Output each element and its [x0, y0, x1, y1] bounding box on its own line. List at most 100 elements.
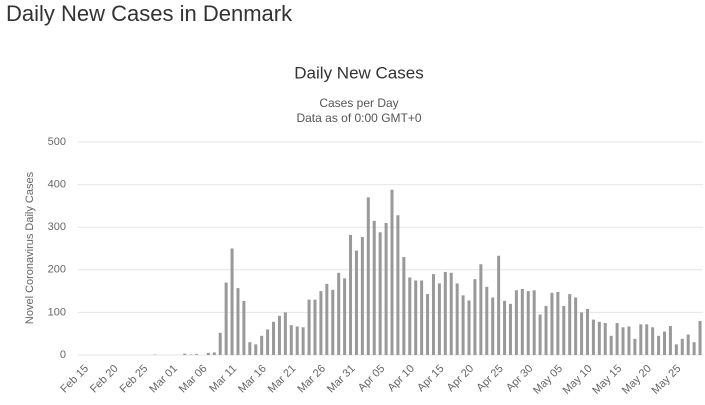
bar [645, 324, 649, 355]
bar [455, 283, 459, 355]
bar [485, 286, 489, 355]
bar [390, 189, 394, 355]
bar [402, 257, 406, 355]
bar [414, 280, 418, 355]
bar [497, 255, 501, 355]
bar [183, 353, 187, 355]
bar [609, 335, 613, 355]
bar [212, 352, 216, 355]
x-tick-label: Apr 20 [445, 363, 476, 394]
x-tick-label: Apr 15 [415, 363, 446, 394]
bar [224, 282, 228, 355]
bar [384, 222, 388, 355]
bar [449, 272, 453, 355]
bar [674, 344, 678, 355]
bar [230, 248, 234, 355]
x-tick-label: May 20 [620, 363, 654, 397]
x-tick-label: Mar 11 [207, 363, 239, 395]
bar [254, 344, 258, 355]
bar [319, 291, 323, 355]
bar [431, 274, 435, 355]
bar [508, 303, 512, 355]
chart-subtitle: Data as of 0:00 GMT+0 [296, 111, 421, 125]
bar [283, 312, 287, 355]
bar [372, 220, 376, 355]
bar [686, 334, 690, 355]
bar [479, 264, 483, 355]
bar [544, 306, 548, 355]
bar [597, 321, 601, 355]
bar [503, 300, 507, 355]
bar [491, 297, 495, 355]
x-tick-label: Mar 31 [325, 363, 358, 396]
bar [366, 197, 370, 355]
bar [360, 236, 364, 355]
bar [437, 283, 441, 355]
page-title: Daily New Cases in Denmark [6, 1, 293, 26]
bar [354, 250, 358, 355]
y-tick-label: 500 [48, 136, 66, 148]
bar [396, 215, 400, 355]
x-tick-label: Apr 30 [504, 363, 535, 394]
bar [337, 272, 341, 355]
bar [349, 234, 353, 355]
bar [580, 312, 584, 355]
bar [443, 271, 447, 355]
x-tick-label: Apr 25 [474, 363, 505, 394]
bar [520, 288, 524, 355]
y-tick-label: 0 [60, 349, 66, 361]
bar [514, 290, 518, 355]
x-tick-label: Apr 05 [356, 363, 387, 394]
x-tick-label: May 15 [590, 363, 624, 397]
bar [603, 323, 607, 355]
y-tick-label: 200 [48, 264, 66, 276]
y-tick-label: 400 [48, 179, 66, 191]
bar [408, 277, 412, 355]
bar [218, 332, 222, 355]
bar [325, 283, 329, 355]
bar [692, 342, 696, 355]
bar [331, 289, 335, 355]
bar [289, 325, 293, 355]
chart-subtitle: Cases per Day [319, 96, 398, 110]
bar [662, 331, 666, 355]
bar [343, 278, 347, 355]
bar [651, 327, 655, 355]
bar [266, 329, 270, 355]
bar [295, 326, 299, 355]
bar [195, 354, 199, 355]
bar [668, 326, 672, 355]
x-tick-label: Feb 15 [58, 363, 91, 396]
bar [461, 295, 465, 355]
bar [615, 323, 619, 355]
bar [538, 314, 542, 355]
bar [556, 291, 560, 355]
bar [378, 232, 382, 355]
bar [206, 352, 210, 355]
bar [426, 294, 430, 355]
bar [277, 315, 281, 355]
x-tick-label: May 25 [650, 363, 684, 397]
x-tick-label: Mar 16 [236, 363, 269, 396]
chart-title: Daily New Cases [294, 63, 423, 82]
bar [532, 290, 536, 355]
bar [585, 308, 589, 355]
y-axis-label: Novel Coronavirus Daily Cases [24, 171, 36, 324]
y-tick-label: 100 [48, 306, 66, 318]
bar [621, 327, 625, 355]
bar [236, 288, 240, 355]
x-tick-label: Feb 25 [118, 363, 151, 396]
bar [420, 280, 424, 355]
bar [562, 306, 566, 355]
bar [591, 319, 595, 355]
bar [467, 300, 471, 355]
bar [550, 292, 554, 355]
x-tick-label: Mar 21 [266, 363, 299, 396]
bar [473, 279, 477, 355]
x-tick-label: Feb 20 [88, 363, 121, 396]
bar [639, 324, 643, 355]
x-tick-label: Mar 06 [177, 363, 210, 396]
bar [260, 335, 264, 355]
x-tick-label: May 10 [561, 363, 595, 397]
